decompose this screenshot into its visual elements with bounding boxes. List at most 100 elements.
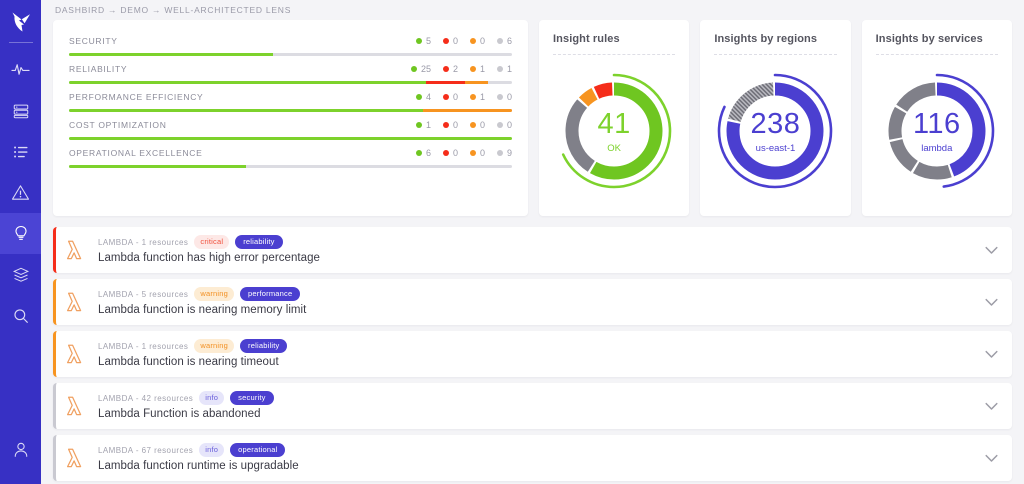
pillar-progress-bar [69,165,512,168]
insight-row[interactable]: LAMBDA - 67 resources info operational Lamb… [53,435,1012,481]
pillar-name: COST OPTIMIZATION [69,119,167,130]
sidebar-item-logs[interactable] [0,131,41,172]
donut-segment-ok [565,82,663,179]
donut-outline-lambda-outline [879,73,995,188]
progress-segment [425,81,466,84]
chevron-down-icon [984,454,998,462]
count-value: 1 [425,119,431,130]
sidebar-item-activity[interactable] [0,49,41,90]
count-warning: 1 [469,92,485,102]
layers-icon [12,267,29,282]
pillar-row[interactable]: PERFORMANCE EFFICIENCY 4 0 1 0 [69,90,512,112]
donut-segment-unknown [565,82,663,179]
sidebar-divider [8,42,33,43]
insight-title: Lambda function is nearing timeout [98,356,279,368]
insight-service-icon [56,395,96,417]
sidebar-item-insights[interactable] [0,213,41,254]
title-divider [875,54,998,55]
severity-badge[interactable]: critical [194,235,230,249]
pillar-badge[interactable]: operational [230,443,286,457]
expand-insight-button[interactable] [980,402,1002,411]
count-value: 1 [479,63,485,74]
title-divider [553,54,676,55]
dashbird-logo[interactable] [0,5,41,39]
bird-logo-icon [12,12,30,32]
progress-segment [69,137,512,140]
count-value: 0 [452,35,458,46]
status-dot-ok [415,121,422,128]
sidebar-item-resources[interactable] [0,90,41,131]
pillar-badge[interactable]: security [230,391,274,405]
count-value: 9 [506,147,512,158]
pillar-header: OPERATIONAL EXCELLENCE 6 0 0 9 [69,146,512,159]
chevron-down-icon [984,402,998,410]
status-dot-warning [469,37,476,44]
progress-segment [69,81,426,84]
aws-lambda-icon [66,448,82,468]
pillar-progress-bar [69,137,512,140]
search-icon [13,308,28,323]
severity-badge[interactable]: warning [194,339,235,353]
donut-value: 238 [750,107,801,140]
card-title: Insights by services [875,33,983,45]
count-critical: 0 [442,35,458,46]
insight-resources: LAMBDA - 5 resources [98,289,189,299]
pillar-badge[interactable]: reliability [240,339,288,353]
pillar-counts: 25 2 1 1 [410,63,512,74]
severity-badge[interactable]: info [199,391,225,405]
expand-insight-button[interactable] [980,350,1002,359]
pillar-progress-bar [69,53,512,56]
progress-segment [423,109,512,112]
insight-row[interactable]: LAMBDA - 42 resources info security Lambda … [53,383,1012,429]
status-dot-info [496,93,503,100]
sidebar-item-layers[interactable] [0,254,41,295]
insight-service-icon [56,343,96,365]
aws-lambda-icon [66,344,82,364]
sidebar-item-account[interactable] [0,429,41,470]
pillar-row[interactable]: OPERATIONAL EXCELLENCE 6 0 0 9 [69,146,512,168]
donut-center-label: 238 us-east-1 [715,71,835,191]
expand-insight-button[interactable] [980,246,1002,255]
donut-chart: 238 us-east-1 [715,71,835,191]
count-warning: 0 [469,35,485,46]
breadcrumb[interactable]: DASHBIRD → DEMO → WELL-ARCHITECTED LENS [41,0,1024,20]
insight-row[interactable]: LAMBDA - 1 resources critical reliability L… [53,227,1012,273]
progress-segment [69,165,247,168]
count-value: 6 [425,147,431,158]
pillar-row[interactable]: RELIABILITY 25 2 1 1 [69,62,512,84]
count-ok: 1 [415,119,431,130]
donut-host-1: 238 us-east-1 [714,55,836,216]
progress-segment [69,53,273,56]
pillar-badge[interactable]: performance [240,287,301,301]
pillars-card: SECURITY 5 0 0 6 RELIABILITY 25 2 1 1 PERFORMANCE … [53,20,528,216]
count-value: 2 [452,63,458,74]
status-dot-ok [415,93,422,100]
insight-row[interactable]: LAMBDA - 5 resources warning performance La… [53,279,1012,325]
pillar-row[interactable]: SECURITY 5 0 0 6 [69,34,512,56]
donut-label: OK [607,142,622,154]
chevron-down-icon [984,350,998,358]
pillar-badge[interactable]: reliability [235,235,283,249]
insights-by-services-card: Insights by services 116 lambda [861,20,1012,216]
insight-row[interactable]: LAMBDA - 1 resources warning reliability La… [53,331,1012,377]
count-value: 0 [479,35,485,46]
donut-host-0: 41 OK [553,55,675,216]
severity-badge[interactable]: warning [194,287,235,301]
aws-lambda-icon [66,396,82,416]
count-value: 1 [506,63,512,74]
count-value: 0 [452,147,458,158]
count-value: 0 [479,147,485,158]
donut-host-2: 116 lambda [876,55,998,216]
status-dot-info [496,65,503,72]
sidebar-item-alarms[interactable] [0,172,41,213]
title-divider [714,54,837,55]
expand-insight-button[interactable] [980,454,1002,463]
expand-insight-button[interactable] [980,298,1002,307]
donut-center-label: 41 OK [554,71,674,191]
breadcrumb-text: DASHBIRD → DEMO → WELL-ARCHITECTED LENS [55,5,292,15]
status-dot-ok [415,149,422,156]
severity-badge[interactable]: info [199,443,225,457]
pillar-row[interactable]: COST OPTIMIZATION 1 0 0 0 [69,118,512,140]
sidebar-item-search[interactable] [0,295,41,336]
insight-title: Lambda function is nearing memory limit [98,304,307,316]
